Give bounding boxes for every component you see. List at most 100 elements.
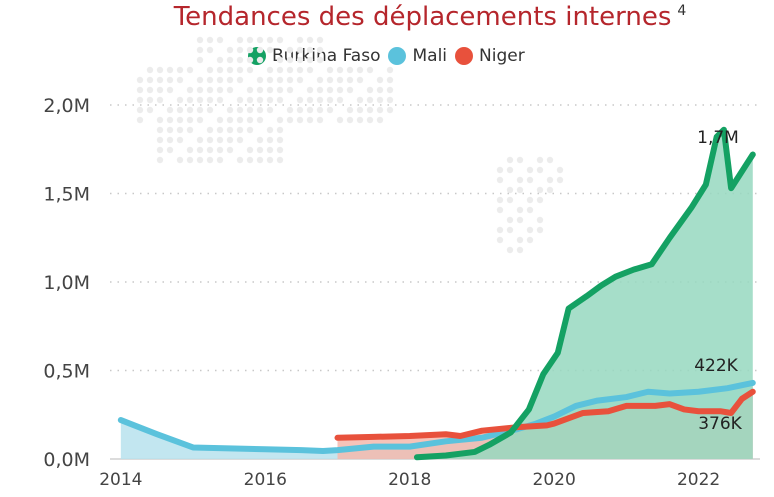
line-mali xyxy=(117,379,756,455)
map-dot xyxy=(276,36,284,44)
map-dot xyxy=(236,106,244,114)
map-dot xyxy=(266,36,274,44)
map-dot xyxy=(196,136,204,144)
map-dot xyxy=(306,56,314,64)
map-dot xyxy=(156,116,164,124)
series-lines xyxy=(117,126,756,461)
map-dot xyxy=(176,126,184,134)
map-dot xyxy=(276,86,284,94)
map-dot xyxy=(526,226,534,234)
map-dot xyxy=(506,226,514,234)
map-dot xyxy=(536,196,544,204)
map-dot xyxy=(216,66,224,74)
map-dot xyxy=(536,156,544,164)
map-dot xyxy=(256,36,264,44)
map-dot xyxy=(316,116,324,124)
map-dot xyxy=(286,66,294,74)
legend-label-niger: Niger xyxy=(479,46,525,66)
chart-title-text: Tendances des déplacements internes xyxy=(173,2,672,32)
map-dot xyxy=(296,76,304,84)
y-tick-label: 1,0M xyxy=(43,272,90,294)
map-dot xyxy=(306,96,314,104)
map-dot xyxy=(336,86,344,94)
map-dot xyxy=(516,216,524,224)
map-dot xyxy=(146,86,154,94)
map-dot xyxy=(526,166,534,174)
legend-label-mali: Mali xyxy=(412,46,448,66)
map-dot xyxy=(156,76,164,84)
map-dot xyxy=(496,196,504,204)
map-dot xyxy=(346,76,354,84)
map-dot xyxy=(296,96,304,104)
map-dot xyxy=(526,196,534,204)
map-dot xyxy=(146,96,154,104)
map-dot xyxy=(276,136,284,144)
map-dot xyxy=(196,56,204,64)
legend-swatch-mali xyxy=(388,47,407,65)
map-dot xyxy=(346,106,354,114)
map-dot xyxy=(206,106,214,114)
map-dot xyxy=(376,106,384,114)
map-dot xyxy=(216,86,224,94)
map-dot xyxy=(226,86,234,94)
map-dot xyxy=(266,86,274,94)
map-dot xyxy=(266,126,274,134)
map-dot xyxy=(276,66,284,74)
map-dot xyxy=(206,96,214,104)
map-dot xyxy=(206,126,214,134)
end-labels: 422K 376K 1,7M xyxy=(694,128,742,434)
map-dot xyxy=(336,96,344,104)
map-dot xyxy=(196,76,204,84)
map-dot xyxy=(296,36,304,44)
y-axis: 0,0M 0,5M 1,0M 1,5M 2,0M xyxy=(43,95,90,471)
map-dot xyxy=(256,156,264,164)
map-dot xyxy=(326,76,334,84)
map-dot xyxy=(376,76,384,84)
map-dot xyxy=(196,106,204,114)
map-dot xyxy=(306,66,314,74)
map-dot xyxy=(506,166,514,174)
map-dot xyxy=(156,66,164,74)
map-dot xyxy=(196,116,204,124)
map-dot xyxy=(366,96,374,104)
map-dot xyxy=(286,56,294,64)
map-dot xyxy=(266,146,274,154)
map-dot xyxy=(236,76,244,84)
map-dot xyxy=(186,126,194,134)
map-dot xyxy=(296,116,304,124)
map-dot xyxy=(206,76,214,84)
map-dot xyxy=(206,146,214,154)
map-dot xyxy=(506,156,514,164)
map-dot xyxy=(236,66,244,74)
map-dot xyxy=(216,146,224,154)
x-tick-label: 2016 xyxy=(244,470,287,490)
map-dot xyxy=(296,56,304,64)
map-dot xyxy=(356,106,364,114)
map-dot xyxy=(196,86,204,94)
map-dot xyxy=(136,106,144,114)
map-dot xyxy=(226,56,234,64)
map-dot xyxy=(326,96,334,104)
map-dot xyxy=(526,206,534,214)
map-dot xyxy=(166,126,174,134)
map-dot xyxy=(376,116,384,124)
map-dot xyxy=(536,186,544,194)
line-burkina-faso xyxy=(413,126,756,461)
map-dot xyxy=(366,106,374,114)
map-dot xyxy=(296,46,304,54)
map-dot xyxy=(496,236,504,244)
map-dot xyxy=(366,86,374,94)
end-label-niger: 376K xyxy=(698,414,742,434)
map-dot xyxy=(496,176,504,184)
map-dot xyxy=(266,156,274,164)
map-dot xyxy=(136,116,144,124)
map-dot xyxy=(286,106,294,114)
map-dot xyxy=(226,116,234,124)
map-dot xyxy=(286,76,294,84)
map-dot xyxy=(176,156,184,164)
map-dot xyxy=(216,76,224,84)
map-dot xyxy=(276,156,284,164)
map-dot xyxy=(176,136,184,144)
y-tick-label: 2,0M xyxy=(43,95,90,117)
